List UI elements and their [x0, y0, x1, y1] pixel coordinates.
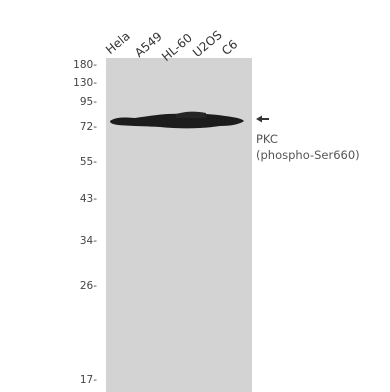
- mw-marker: 26-: [79, 280, 97, 292]
- mw-marker: 55-: [79, 156, 97, 168]
- mw-marker: 95-: [79, 96, 97, 108]
- mw-marker: 17-: [79, 374, 97, 386]
- mw-marker: 34-: [79, 235, 97, 247]
- pkc-band: [110, 113, 244, 129]
- target-name: PKC: [256, 132, 278, 146]
- mw-marker: 130-: [73, 77, 97, 89]
- mw-marker: 43-: [79, 193, 97, 205]
- mw-marker: 180-: [73, 59, 97, 71]
- target-label: PKC (phospho-Ser660): [256, 131, 360, 163]
- arrow-left-icon: [256, 115, 269, 123]
- target-modification: (phospho-Ser660): [256, 148, 360, 162]
- mw-marker: 72-: [79, 121, 97, 133]
